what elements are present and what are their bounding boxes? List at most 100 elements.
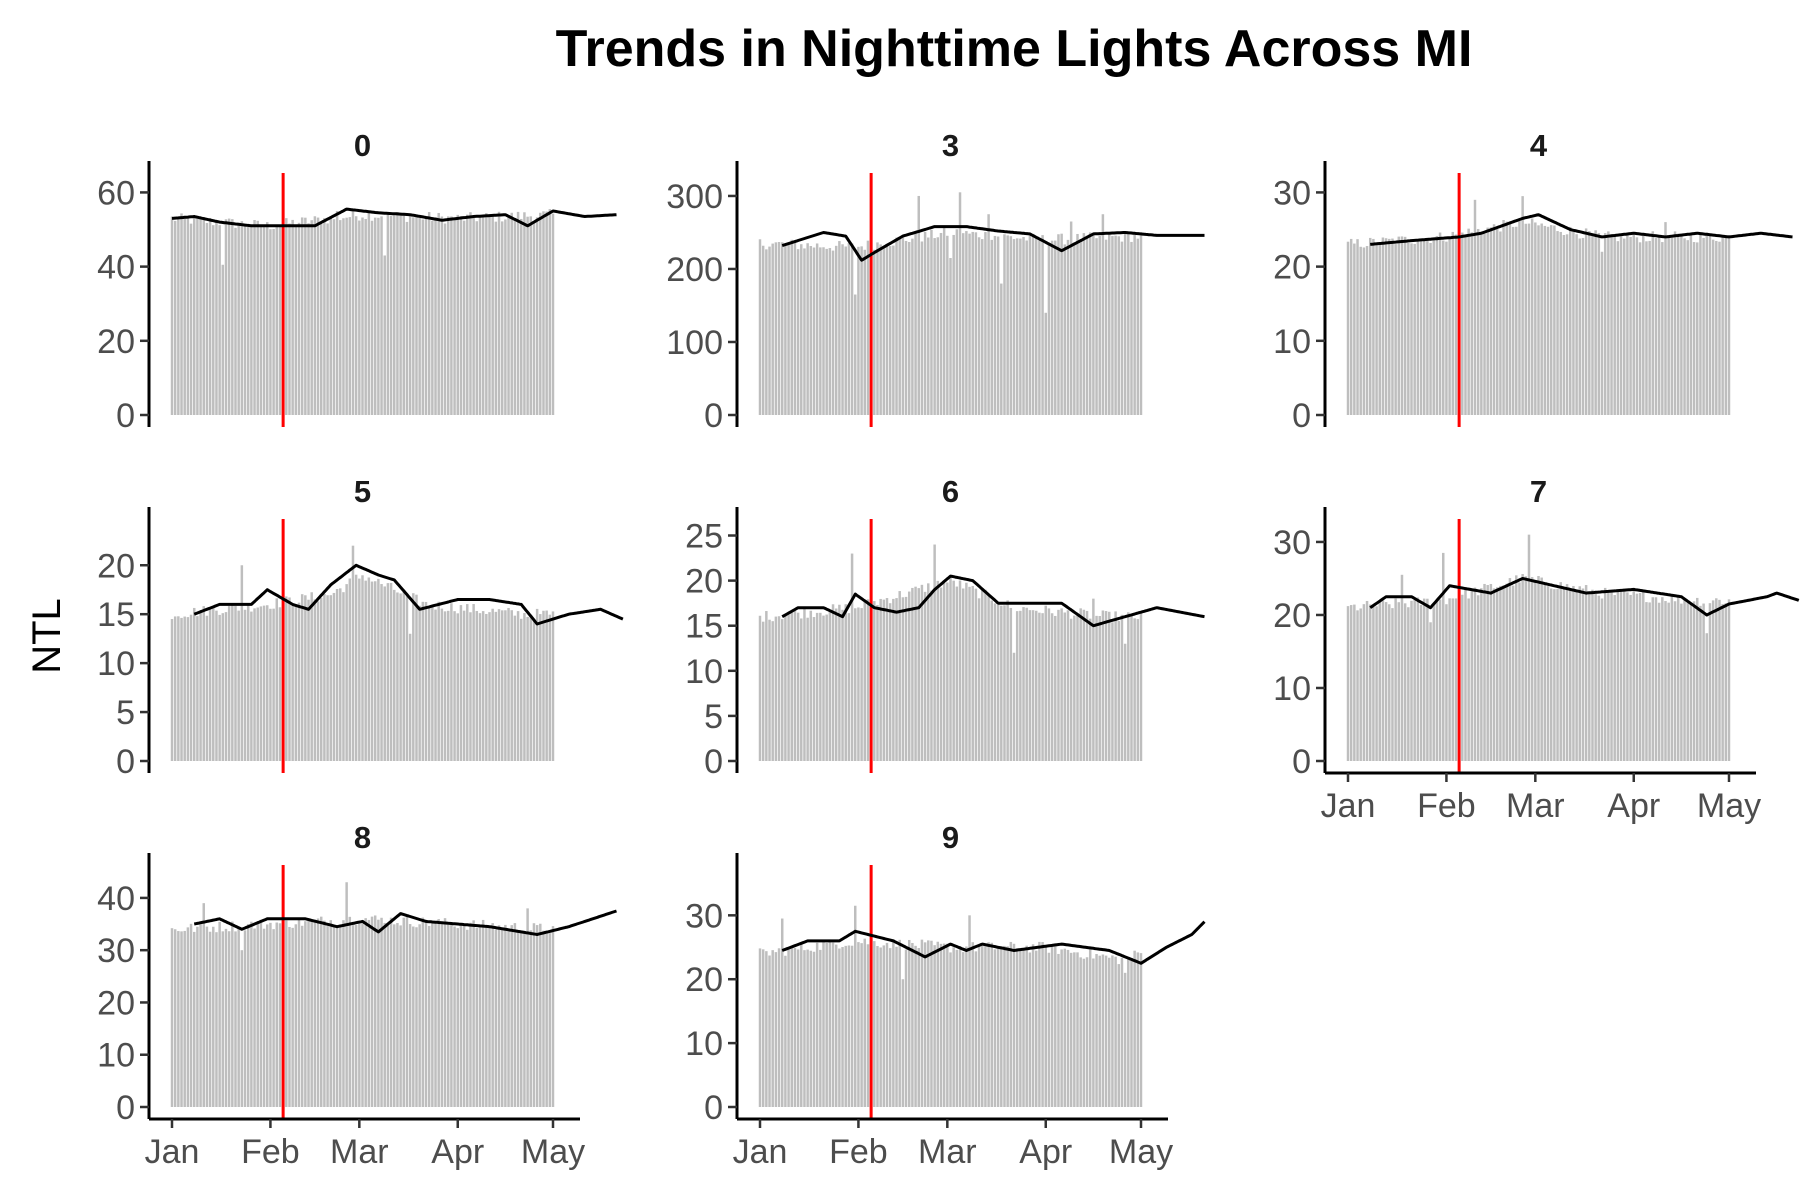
daily-bar: [361, 575, 364, 761]
daily-bar: [240, 221, 244, 415]
facet-panel: 8 0 10 20 30 40 Jan Feb Mar Apr May: [97, 820, 617, 1171]
daily-bar: [170, 216, 174, 415]
daily-bar: [491, 214, 494, 415]
daily-bar: [1079, 608, 1082, 761]
daily-bar: [377, 919, 380, 1107]
daily-bar: [427, 212, 431, 415]
daily-bar: [917, 195, 920, 415]
daily-bar: [1136, 952, 1140, 1107]
daily-bar: [345, 584, 348, 761]
daily-bar: [1359, 246, 1362, 415]
daily-bar: [765, 249, 768, 415]
daily-bar: [500, 221, 504, 415]
daily-bar: [765, 951, 768, 1107]
daily-bar: [780, 619, 784, 761]
daily-bar: [504, 610, 507, 761]
daily-bar: [1692, 242, 1696, 415]
daily-bar: [828, 939, 832, 1107]
daily-bar: [1438, 599, 1442, 761]
daily-bar: [879, 947, 882, 1107]
daily-bar: [358, 578, 361, 761]
daily-bar: [771, 621, 774, 761]
daily-bar: [1066, 239, 1070, 415]
daily-bar: [259, 919, 263, 1107]
daily-bar: [777, 948, 781, 1107]
daily-bar: [1057, 234, 1060, 415]
y-tick-label: 40: [97, 880, 135, 918]
daily-bar: [1575, 234, 1578, 415]
daily-bar: [892, 598, 895, 761]
daily-bar: [1410, 243, 1413, 415]
daily-bar: [812, 617, 816, 761]
daily-bar: [1022, 948, 1025, 1107]
daily-bar: [1123, 232, 1127, 415]
daily-bar: [1648, 602, 1651, 761]
daily-bar: [1413, 243, 1416, 415]
daily-bar: [1622, 238, 1626, 415]
daily-bar: [478, 613, 482, 761]
daily-bar: [796, 949, 800, 1107]
daily-bar: [278, 607, 282, 761]
y-tick-label: 10: [97, 645, 135, 683]
daily-bar: [199, 216, 202, 415]
daily-bar: [1066, 949, 1070, 1107]
daily-bar: [1578, 586, 1582, 761]
daily-bar: [256, 922, 259, 1107]
facet-panels: 0020406030100200300401020305051015206051…: [97, 128, 1800, 1171]
daily-bar: [1426, 598, 1429, 761]
daily-bar: [192, 607, 196, 761]
daily-bar: [841, 947, 844, 1107]
daily-bar: [532, 923, 536, 1107]
daily-bar: [774, 616, 778, 761]
daily-bar: [1108, 957, 1111, 1107]
daily-bar: [481, 919, 485, 1107]
daily-bar: [955, 949, 959, 1107]
daily-bar: [765, 611, 768, 761]
daily-bar: [288, 597, 291, 761]
daily-bar: [984, 232, 987, 415]
daily-bar: [1022, 237, 1025, 415]
rolling-mean-line: [193, 563, 624, 626]
daily-bar: [237, 610, 240, 761]
daily-bar: [205, 615, 209, 761]
rolling-mean-line: [1369, 577, 1800, 617]
daily-bar: [386, 925, 390, 1107]
daily-bar: [1378, 600, 1381, 761]
daily-bar: [316, 217, 320, 415]
daily-bar: [231, 921, 234, 1107]
daily-bar: [780, 918, 784, 1107]
daily-bar: [1108, 611, 1111, 761]
daily-bar: [221, 264, 225, 415]
daily-bar: [316, 918, 320, 1107]
daily-bar: [914, 945, 917, 1107]
daily-bar: [180, 931, 183, 1107]
daily-bar: [462, 610, 466, 761]
daily-bar: [1511, 585, 1515, 761]
daily-bar: [825, 248, 828, 415]
daily-bar: [1537, 576, 1540, 761]
daily-bar: [1686, 600, 1689, 761]
daily-bar: [993, 949, 997, 1107]
daily-bars: [758, 905, 1143, 1107]
daily-bar: [1572, 585, 1575, 761]
daily-bar: [841, 244, 844, 415]
daily-bar: [1727, 599, 1731, 761]
daily-bar: [1626, 592, 1629, 761]
daily-bar: [971, 586, 974, 761]
daily-bar: [1654, 597, 1658, 761]
daily-bar: [761, 949, 765, 1107]
daily-bar: [1483, 583, 1486, 761]
daily-bar: [491, 923, 494, 1107]
daily-bars: [758, 544, 1143, 761]
daily-bar: [996, 947, 1000, 1107]
facet-panel: 0 0 20 40 60: [97, 128, 617, 435]
daily-bar: [968, 233, 971, 415]
daily-bar: [834, 944, 838, 1107]
daily-bar: [873, 941, 876, 1107]
daily-bar: [1610, 590, 1613, 761]
daily-bar: [815, 942, 819, 1107]
daily-bar: [1470, 232, 1474, 415]
daily-bar: [1101, 214, 1105, 415]
daily-bar: [1549, 225, 1553, 415]
daily-bar: [923, 942, 927, 1107]
